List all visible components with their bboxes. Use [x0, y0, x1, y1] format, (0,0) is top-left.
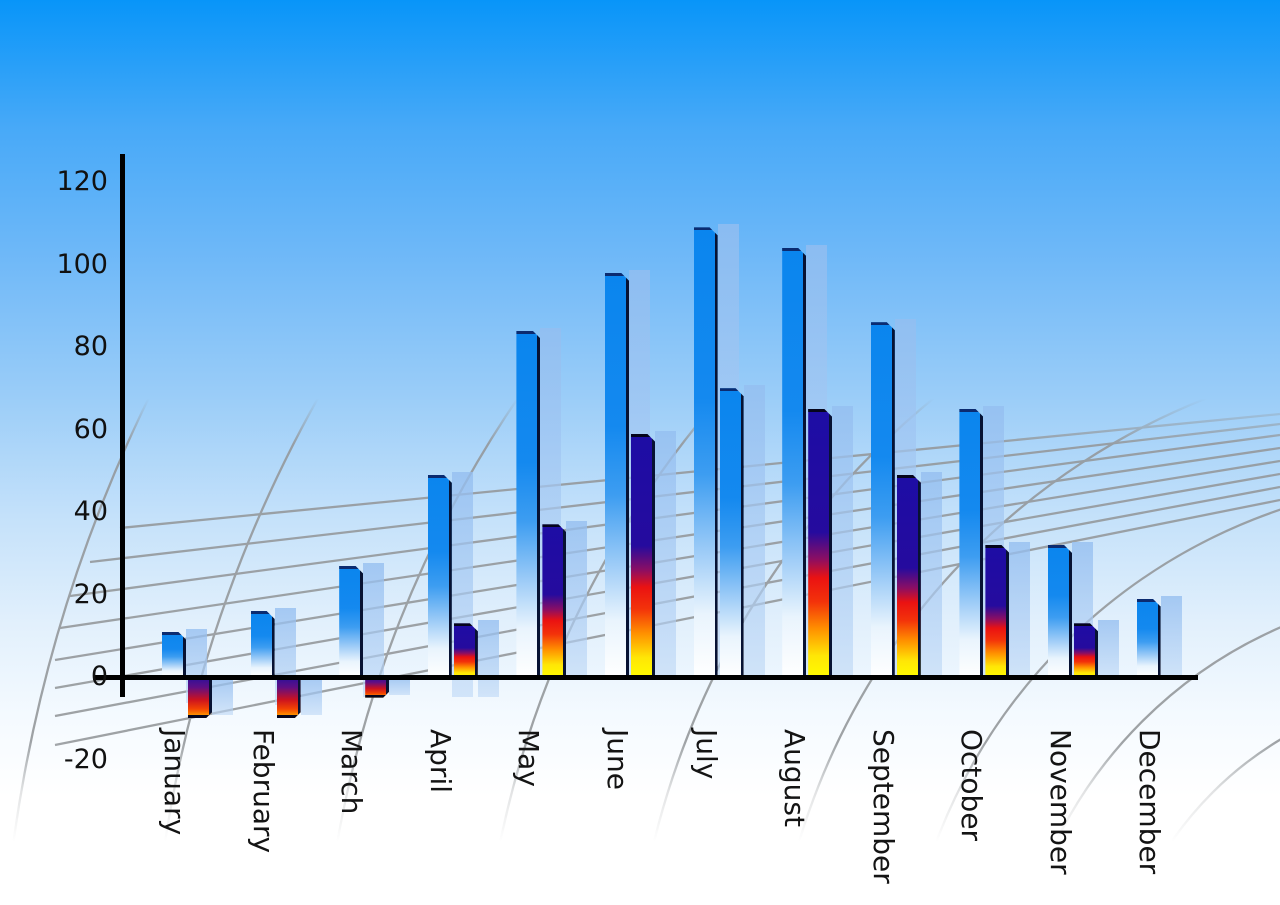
bar-august-primary [782, 248, 806, 677]
y-tick-label-120: 120 [56, 166, 108, 197]
month-label-may: May [512, 729, 546, 787]
month-label-november: November [1044, 729, 1077, 875]
bar-october-secondary [985, 545, 1009, 677]
bar-september-secondary [897, 475, 921, 677]
bar-shadow-february-secondary [300, 679, 322, 716]
bar-march-secondary [365, 677, 389, 698]
bar-july-primary [694, 227, 718, 677]
bar-november-secondary [1074, 623, 1098, 677]
bar-shadow-december-primary [1160, 595, 1182, 677]
bar-june-secondary [631, 434, 655, 677]
month-label-january: January [158, 729, 191, 836]
month-label-august: August [778, 729, 812, 827]
bar-april-secondary [454, 623, 478, 677]
month-label-march: March [335, 729, 369, 815]
bar-january-primary [162, 632, 186, 677]
month-label-september: September [866, 729, 900, 884]
month-label-april: April [423, 729, 457, 793]
bar-april-primary [428, 475, 452, 677]
bar-february-primary [251, 611, 275, 677]
y-tick-label-40: 40 [73, 496, 108, 527]
y-tick-label-100: 100 [56, 248, 108, 280]
bar-november-primary [1048, 545, 1072, 677]
bar-shadow-september-secondary [920, 471, 942, 677]
bar-october-primary [959, 409, 983, 677]
month-label-july: July [689, 729, 723, 780]
bar-shadow-october-secondary [1009, 542, 1031, 677]
bar-shadow-august-secondary [832, 405, 854, 677]
bar-shadow-january-secondary [212, 679, 233, 716]
y-tick-label--20: -20 [63, 743, 108, 775]
bar-january-secondary [188, 677, 212, 718]
bar-july-secondary [720, 388, 744, 677]
bar-may-primary [516, 331, 540, 678]
bar-may-secondary [542, 524, 566, 677]
bar-september-primary [871, 322, 895, 677]
month-label-june: June [601, 729, 634, 790]
y-tick-label-60: 60 [73, 413, 108, 445]
bar-shadow-may-secondary [566, 521, 588, 677]
bar-shadow-march-secondary [389, 679, 411, 695]
bar-march-primary [339, 566, 363, 677]
y-tick-label-80: 80 [73, 331, 108, 362]
bar-december-primary [1137, 599, 1161, 677]
y-tick-label-0: 0 [90, 661, 108, 692]
bar-shadow-july-secondary [743, 385, 765, 677]
y-tick-label-20: 20 [73, 578, 108, 610]
month-label-february: February [246, 729, 280, 854]
bar-shadow-november-secondary [1098, 620, 1119, 677]
month-label-december: December [1132, 729, 1166, 875]
bar-shadow-june-secondary [655, 430, 676, 677]
bar-february-secondary [277, 677, 301, 718]
x-axis-line [93, 674, 1198, 680]
bar-august-secondary [808, 409, 832, 677]
month-label-october: October [955, 729, 989, 842]
bar-shadow-march-primary [363, 562, 385, 697]
bar-june-primary [605, 273, 629, 677]
y-axis-line [120, 154, 125, 697]
